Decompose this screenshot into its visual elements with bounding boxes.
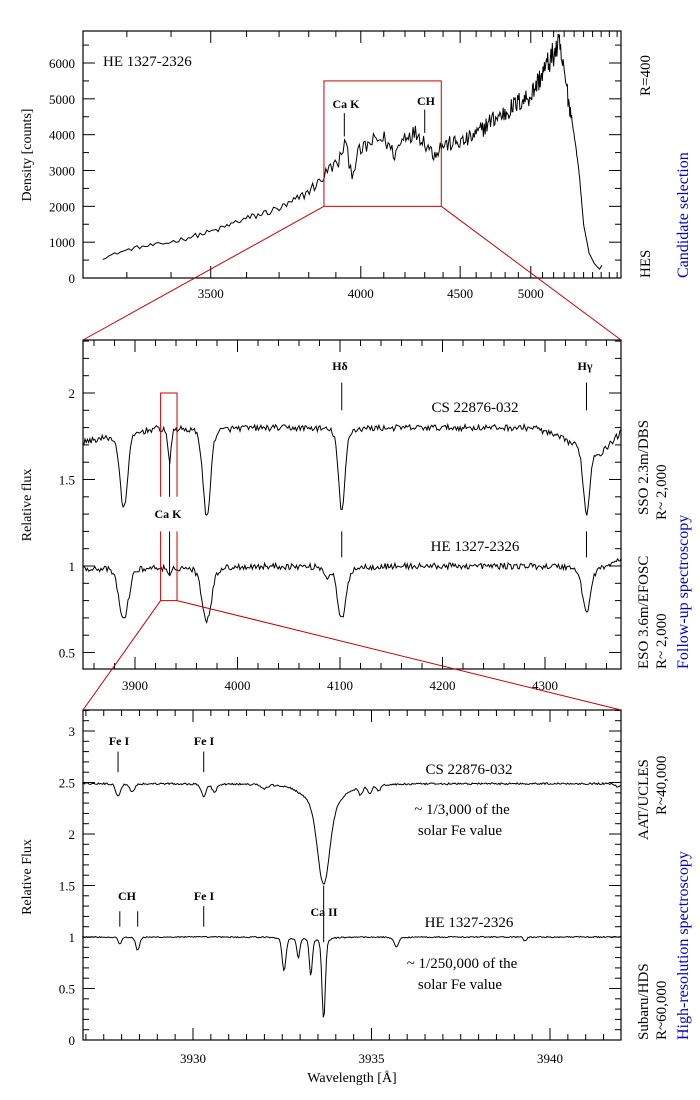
spectrum-cs-22876-032 (83, 422, 622, 516)
panel-3-lower-instrument: Subaru/HDS (636, 963, 652, 1040)
spectrum-cs-22876-032 (82, 781, 622, 885)
panel-3-he-note-line-1: ~ 1/250,000 of the (407, 956, 518, 972)
panel-high-resolution: Relative Flux Wavelength [Å] CS 22876-03… (20, 709, 692, 1086)
panel-3-upper-resolution: R~40,000 (654, 756, 670, 815)
y-tick-label: 3 (69, 724, 76, 739)
panel-3-mark-fe1-c-label: Fe I (194, 889, 215, 903)
y-tick-label: 0 (69, 1033, 76, 1048)
zoom-connector-right (176, 600, 622, 711)
panel-3-upper-instrument: AAT/UCLES (636, 759, 652, 840)
panel-3-mark-fe1-b-label: Fe I (194, 734, 215, 748)
x-tick-label: 4000 (225, 678, 251, 693)
panel-3-lower-resolution: R~60,000 (654, 981, 670, 1040)
panel-3-mark-ch-label: CH (118, 889, 137, 903)
zoom-box (323, 80, 442, 207)
x-tick-label: 3930 (180, 1051, 206, 1066)
panel-3-mark-fe1-a-label: Fe I (109, 734, 130, 748)
zoom-connector-right (440, 205, 622, 341)
y-tick-label: 2 (69, 386, 76, 401)
panel-2-y-axis-label: Relative flux (20, 469, 35, 542)
panel-3-cs-note-line-1: ~ 1/3,000 of the (414, 802, 510, 818)
panel-1-frame (82, 30, 622, 279)
panel-2-lower-resolution: R~ 2,000 (654, 613, 670, 669)
y-tick-label: 2000 (49, 199, 75, 214)
x-tick-label: 3500 (198, 286, 224, 301)
zoom-connector-left (82, 600, 162, 711)
panel-1-mark-ca-k-label: Ca K (333, 97, 361, 111)
spectrum-he-1327-2326 (83, 557, 622, 625)
x-tick-label: 4300 (532, 678, 558, 693)
zoom-connector-left (82, 205, 325, 341)
x-tick-label: 4200 (430, 678, 456, 693)
spectrum-he-1327-2326 (81, 935, 622, 1018)
panel-3-series-he-label: HE 1327-2326 (425, 915, 514, 931)
y-tick-label: 2.5 (59, 776, 75, 791)
panel-2-upper-resolution: R~ 2,000 (654, 464, 670, 520)
panel-2-mark-ca-k-label: Ca K (155, 507, 183, 521)
panel-2-series-cs-label: CS 22876-032 (431, 400, 518, 416)
x-tick-label: 4100 (327, 678, 353, 693)
panel-1-method-label: Candidate selection (675, 152, 692, 278)
panel-2-mark-hdelta-label: Hδ (332, 359, 348, 373)
y-tick-label: 0 (69, 271, 76, 286)
y-tick-label: 1 (69, 930, 76, 945)
y-tick-label: 6000 (49, 56, 75, 71)
panel-1-y-axis-label: Density [counts] (20, 109, 35, 202)
panel-follow-up: Relative flux CS 22876-032 HE 1327-2326 … (20, 339, 692, 693)
panel-2-series-he-label: HE 1327-2326 (431, 539, 520, 555)
panel-3-frame (82, 709, 622, 1041)
panel-1-resolution-label: R=400 (638, 55, 654, 96)
y-tick-label: 5000 (49, 92, 75, 107)
panel-3-cs-note-line-2: solar Fe value (418, 823, 502, 839)
spectrum-he-1327-2326-prism (102, 33, 603, 270)
x-tick-label: 3900 (122, 678, 148, 693)
y-tick-label: 1000 (49, 235, 75, 250)
y-tick-label: 0.5 (59, 646, 75, 661)
panel-2-frame (82, 339, 622, 670)
panel-2-upper-instrument: SSO 2.3m/DBS (636, 420, 652, 515)
panel-2-method-label: Follow-up spectroscopy (675, 515, 692, 669)
panel-2-mark-hgamma-label: Hγ (578, 359, 593, 373)
panel-3-y-axis-label: Relative Flux (20, 839, 35, 915)
x-axis-label: Wavelength [Å] (307, 1070, 396, 1086)
panel-3-method-label: High-resolution spectroscopy (675, 851, 692, 1040)
y-tick-label: 4000 (49, 128, 75, 143)
y-tick-label: 1.5 (59, 473, 75, 488)
x-tick-label: 3935 (359, 1051, 385, 1066)
panel-3-he-note-line-2: solar Fe value (418, 977, 502, 993)
y-tick-label: 1.5 (59, 879, 75, 894)
x-tick-label: 5000 (518, 286, 544, 301)
panel-candidate-selection: HE 1327-2326 Density [counts] Ca K CH R=… (20, 30, 692, 301)
x-tick-label: 4000 (348, 286, 374, 301)
panel-3-series-cs-label: CS 22876-032 (425, 762, 512, 778)
y-tick-label: 0.5 (59, 982, 75, 997)
panel-1-survey-label: HES (638, 250, 654, 278)
x-tick-label: 3940 (537, 1051, 563, 1066)
panel-1-object-label: HE 1327-2326 (103, 54, 192, 70)
zoom-box (160, 392, 178, 602)
x-tick-label: 4500 (447, 286, 473, 301)
zoom-connectors (82, 205, 622, 711)
y-tick-label: 3000 (49, 164, 75, 179)
panel-2-lower-instrument: ESO 3.6m/EFOSC (636, 556, 652, 669)
panel-1-mark-ch-label: CH (417, 94, 436, 108)
y-tick-label: 2 (69, 827, 76, 842)
y-tick-label: 1 (69, 559, 76, 574)
